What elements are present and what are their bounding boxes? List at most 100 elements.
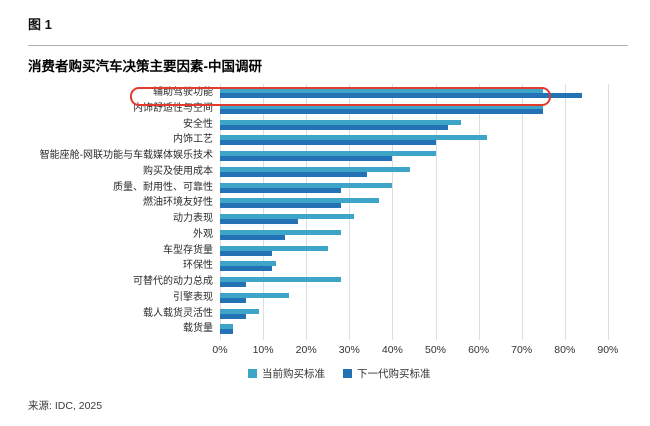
bar-current (220, 151, 436, 157)
bar-next (220, 282, 246, 288)
legend-item: 当前购买标准 (248, 366, 325, 381)
category-row: 燃油环境友好性 (0, 196, 650, 212)
category-label: 辅助驾驶功能 (153, 87, 213, 98)
x-tick-label: 30% (338, 344, 360, 356)
gridline (478, 84, 480, 340)
category-row: 内饰舒适性与空间 (0, 102, 650, 118)
bar-current (220, 198, 380, 204)
legend-item: 下一代购买标准 (343, 366, 431, 381)
category-label: 载货量 (183, 323, 213, 335)
bar-current (220, 135, 488, 141)
x-tick-label: 10% (252, 344, 274, 356)
x-tick-label: 20% (295, 344, 317, 356)
category-row: 安全性 (0, 118, 650, 134)
chart-title: 消费者购买汽车决策主要因素-中国调研 (28, 59, 262, 74)
category-label: 环保性 (183, 260, 213, 272)
category-label: 燃油环境友好性 (143, 197, 213, 209)
bar-next (220, 219, 298, 225)
legend-swatch-icon (343, 369, 352, 378)
gridline (564, 84, 566, 340)
bar-next (220, 313, 246, 319)
bar-next (220, 93, 583, 99)
x-tick-label: 40% (381, 344, 403, 356)
gridline (349, 84, 351, 340)
category-label: 安全性 (183, 118, 213, 130)
category-label: 引擎表现 (173, 291, 213, 303)
category-row: 车型存货量 (0, 244, 650, 260)
category-row: 动力表现 (0, 212, 650, 228)
x-tick-label: 70% (511, 344, 533, 356)
category-row: 购买及使用成本 (0, 165, 650, 181)
x-tick-label: 0% (212, 344, 228, 356)
x-axis: 0% 10% 20% 30% 40% 50% 60% 70% 80% 90% (0, 344, 650, 358)
x-tick-label: 90% (597, 344, 619, 356)
gridline (263, 84, 265, 340)
bar-current (220, 292, 289, 298)
bar-next (220, 203, 341, 209)
gridline (521, 84, 523, 340)
gridline (392, 84, 394, 340)
bar-current (220, 182, 393, 188)
category-row: 外观 (0, 228, 650, 244)
bar-current (220, 277, 341, 283)
legend-label: 当前购买标准 (262, 368, 325, 380)
source-note: 来源: IDC, 2025 (28, 400, 103, 412)
bar-current (220, 88, 544, 94)
bar-next (220, 140, 436, 146)
gridlines (220, 84, 632, 340)
category-row: 引擎表现 (0, 291, 650, 307)
category-row: 载货量 (0, 322, 650, 338)
bar-current (220, 214, 354, 220)
bar-current (220, 245, 328, 251)
category-label: 可替代的动力总成 (133, 276, 213, 287)
category-row: 辅助驾驶功能 (0, 86, 650, 102)
bar-current (220, 261, 277, 267)
category-row: 智能座舱-网联功能与车载媒体娱乐技术 (0, 149, 650, 165)
category-label: 动力表现 (173, 213, 213, 224)
bar-current (220, 166, 410, 172)
bar-next (220, 156, 393, 162)
gridline (607, 84, 609, 340)
bar-next (220, 187, 341, 193)
x-tick-label: 80% (554, 344, 576, 356)
category-row: 可替代的动力总成 (0, 275, 650, 291)
category-row: 载人载货灵活性 (0, 307, 650, 323)
bar-current (220, 324, 233, 330)
x-tick-label: 50% (424, 344, 446, 356)
gridline (306, 84, 308, 340)
category-label: 内饰工艺 (173, 134, 213, 146)
bar-next (220, 124, 449, 130)
category-row: 内饰工艺 (0, 133, 650, 149)
gridline (220, 84, 221, 340)
category-label: 智能座舱-网联功能与车载媒体娱乐技术 (39, 150, 213, 161)
bar-next (220, 171, 367, 177)
bar-next (220, 297, 246, 303)
category-label: 车型存货量 (163, 244, 213, 256)
chart-rows: 辅助驾驶功能内饰舒适性与空间安全性内饰工艺智能座舱-网联功能与车载媒体娱乐技术购… (0, 86, 650, 338)
bar-current (220, 103, 544, 109)
bar-next (220, 266, 272, 272)
divider (28, 45, 628, 46)
category-row: 质量、耐用性、可靠性 (0, 181, 650, 197)
bar-next (220, 329, 233, 335)
category-row: 环保性 (0, 259, 650, 275)
figure-label: 图 1 (28, 17, 52, 32)
bar-current (220, 308, 259, 314)
category-label: 载人载货灵活性 (143, 307, 213, 319)
legend-label: 下一代购买标准 (357, 368, 431, 380)
gridline (435, 84, 437, 340)
x-tick-label: 60% (468, 344, 490, 356)
bar-next (220, 234, 285, 240)
bar-current (220, 229, 341, 235)
bar-current (220, 119, 462, 125)
category-label: 购买及使用成本 (143, 165, 213, 177)
legend: 当前购买标准 下一代购买标准 (248, 366, 431, 381)
category-label: 内饰舒适性与空间 (133, 102, 213, 114)
legend-swatch-icon (248, 369, 257, 378)
category-label: 外观 (193, 228, 213, 240)
bar-next (220, 108, 544, 114)
bar-next (220, 250, 272, 256)
category-label: 质量、耐用性、可靠性 (113, 181, 213, 193)
